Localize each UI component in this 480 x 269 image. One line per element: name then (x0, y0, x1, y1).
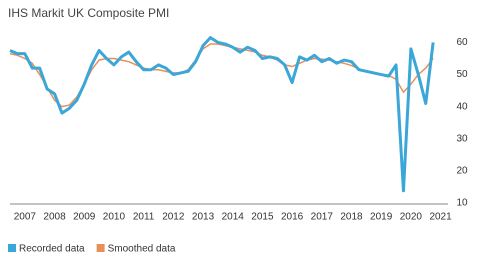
legend-swatch (8, 244, 16, 252)
chart-title: IHS Markit UK Composite PMI (8, 6, 169, 20)
legend-label: Smoothed data (108, 244, 176, 255)
x-tick-label: 2016 (281, 212, 304, 223)
y-tick-label: 20 (456, 166, 468, 177)
x-tick-label: 2020 (400, 212, 423, 223)
x-tick-label: 2008 (43, 212, 66, 223)
series-line (9, 43, 434, 108)
y-tick-label: 30 (456, 133, 468, 144)
x-tick-label: 2009 (73, 212, 96, 223)
x-tick-label: 2015 (251, 212, 274, 223)
legend-swatch (96, 244, 105, 252)
x-tick-label: 2017 (311, 212, 334, 223)
x-tick-label: 2012 (162, 212, 185, 223)
y-tick-label: 60 (456, 37, 468, 48)
x-tick-label: 2010 (103, 212, 126, 223)
x-tick-label: 2021 (429, 212, 452, 223)
x-tick-label: 2007 (14, 212, 37, 223)
x-tick-label: 2018 (340, 212, 363, 223)
x-tick-label: 2014 (222, 212, 245, 223)
y-tick-label: 10 (456, 198, 468, 209)
legend-label: Recorded data (19, 244, 85, 255)
x-tick-label: 2019 (370, 212, 393, 223)
x-tick-label: 2013 (192, 212, 215, 223)
series-line (9, 36, 435, 193)
y-tick-label: 40 (456, 101, 468, 112)
x-tick-label: 2011 (133, 212, 155, 223)
y-tick-label: 50 (456, 69, 468, 80)
